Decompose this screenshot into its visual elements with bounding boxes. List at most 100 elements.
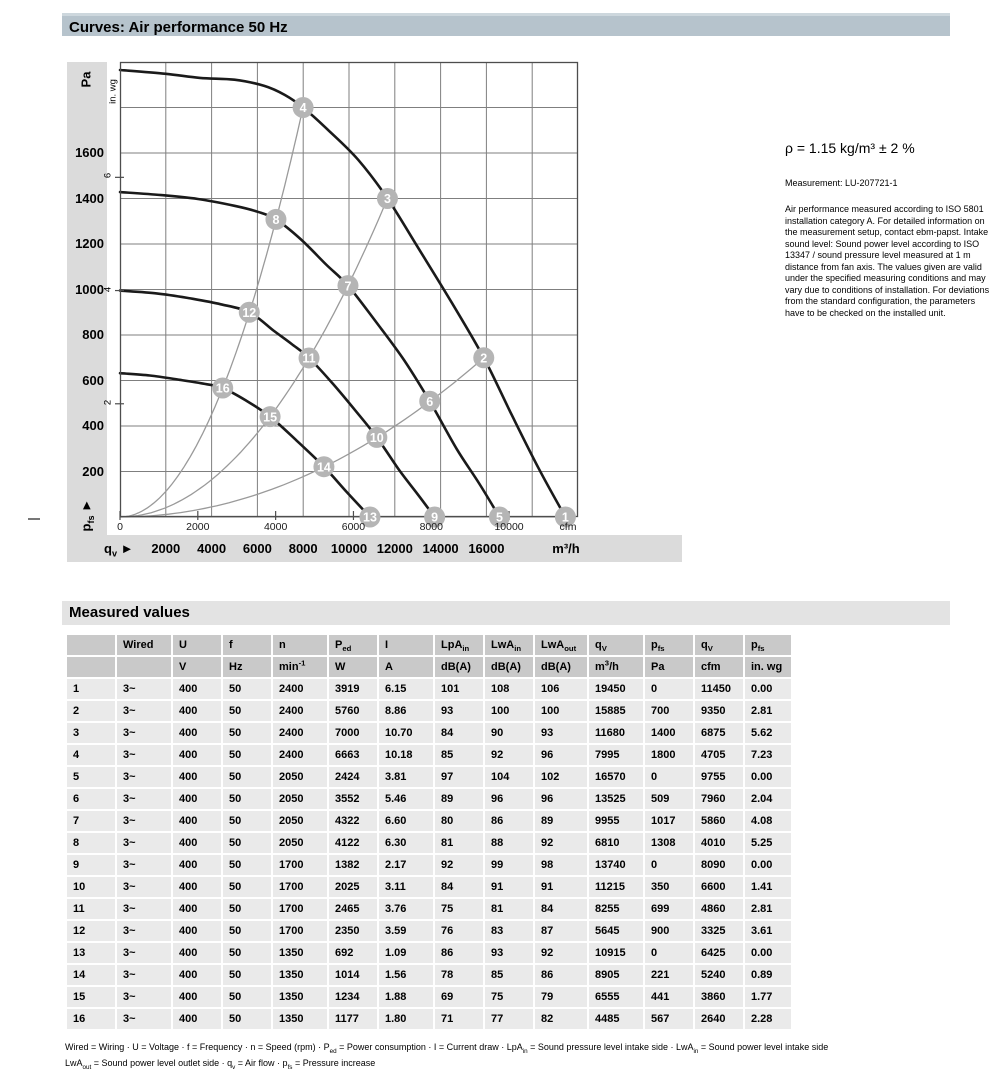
- table-cell: 4322: [329, 811, 377, 831]
- table-cell: 1: [67, 679, 115, 699]
- table-cell: 400: [173, 679, 221, 699]
- table-row: 11 3~ 400 50 1700 2465 3.76 75 81 84 8255 699 4860 2.…: [67, 899, 791, 919]
- table-row: 10 3~ 400 50 1700 2025 3.11 84 91 91 11215 350 6600 1…: [67, 877, 791, 897]
- table-cell: 1350: [273, 943, 327, 963]
- svg-text:15: 15: [263, 410, 277, 424]
- svg-text:11: 11: [302, 352, 315, 366]
- cfm-tick-label: 0: [117, 521, 123, 533]
- unit-cell: Pa: [645, 657, 693, 677]
- table-cell: 2350: [329, 921, 377, 941]
- table-row: 14 3~ 400 50 1350 1014 1.56 78 85 86 8905 221 5240 0.…: [67, 965, 791, 985]
- table-cell: 0.00: [745, 679, 791, 699]
- header-cell: qV: [695, 635, 743, 655]
- inwg-tick-label: 4: [102, 286, 114, 292]
- pa-tick-label: 400: [82, 418, 104, 433]
- table-cell: 50: [223, 723, 271, 743]
- table-cell: 0: [645, 855, 693, 875]
- table-cell: 6663: [329, 745, 377, 765]
- table-cell: 93: [485, 943, 533, 963]
- table-legend-line1: Wired = Wiring · U = Voltage · f = Frequ…: [65, 1042, 829, 1055]
- table-cell: 1.56: [379, 965, 433, 985]
- table-cell: 2.17: [379, 855, 433, 875]
- unit-cell: min-1: [273, 657, 327, 677]
- table-cell: 104: [485, 767, 533, 787]
- table-cell: 93: [535, 723, 587, 743]
- table-cell: 3~: [117, 745, 171, 765]
- table-cell: 8255: [589, 899, 643, 919]
- table-cell: 1.80: [379, 1009, 433, 1029]
- table-cell: 3.76: [379, 899, 433, 919]
- table-cell: 50: [223, 855, 271, 875]
- table-cell: 2050: [273, 811, 327, 831]
- m3h-tick-label: 10000: [330, 541, 368, 556]
- table-cell: 3~: [117, 899, 171, 919]
- unit-cell: A: [379, 657, 433, 677]
- measurement-description: Air performance measured according to IS…: [785, 204, 990, 318]
- table-cell: 19450: [589, 679, 643, 699]
- table-cell: 400: [173, 745, 221, 765]
- table-cell: 99: [485, 855, 533, 875]
- table-cell: 82: [535, 1009, 587, 1029]
- table-cell: 1017: [645, 811, 693, 831]
- table-cell: 2465: [329, 899, 377, 919]
- table-cell: 50: [223, 811, 271, 831]
- unit-cell: in. wg: [745, 657, 791, 677]
- table-cell: 10.18: [379, 745, 433, 765]
- table-cell: 3.59: [379, 921, 433, 941]
- unit-cell: [117, 657, 171, 677]
- table-cell: 3~: [117, 767, 171, 787]
- table-cell: 3.11: [379, 877, 433, 897]
- table-cell: 1350: [273, 987, 327, 1007]
- svg-text:6: 6: [426, 395, 433, 409]
- table-cell: 3~: [117, 1009, 171, 1029]
- table-cell: 16: [67, 1009, 115, 1029]
- table-cell: 2400: [273, 745, 327, 765]
- table-cell: 4: [67, 745, 115, 765]
- operating-point-13: 13: [359, 506, 381, 528]
- header-cell: LwAin: [485, 635, 533, 655]
- table-cell: 84: [435, 877, 483, 897]
- fan-curve-1350-rpm: [118, 371, 372, 519]
- table-cell: 100: [485, 701, 533, 721]
- table-cell: 85: [485, 965, 533, 985]
- m3h-tick-label: 4000: [197, 541, 227, 556]
- table-cell: 400: [173, 789, 221, 809]
- table-cell: 87: [535, 921, 587, 941]
- table-cell: 5860: [695, 811, 743, 831]
- table-cell: 6425: [695, 943, 743, 963]
- table-cell: 50: [223, 899, 271, 919]
- table-cell: 79: [535, 987, 587, 1007]
- table-cell: 71: [435, 1009, 483, 1029]
- table-cell: 84: [535, 899, 587, 919]
- table-cell: 92: [535, 833, 587, 853]
- table-cell: 16570: [589, 767, 643, 787]
- table-row: 13 3~ 400 50 1350 692 1.09 86 93 92 10915 0 6425 0.00: [67, 943, 791, 963]
- operating-point-5: 5: [488, 506, 510, 528]
- table-row: 16 3~ 400 50 1350 1177 1.80 71 77 82 4485 567 2640 2.…: [67, 1009, 791, 1029]
- table-cell: 4010: [695, 833, 743, 853]
- table-cell: 2.04: [745, 789, 791, 809]
- load-curve: [119, 107, 304, 518]
- table-cell: 91: [535, 877, 587, 897]
- operating-point-12: 12: [238, 301, 260, 323]
- header-cell: Ped: [329, 635, 377, 655]
- header-cell: LwAout: [535, 635, 587, 655]
- air-performance-chart: 1 2 3 4 5 6 7 8 9 10 11 12 13 14 15 16 Pa in. wg 1600 1400 1…: [67, 61, 682, 562]
- table-cell: 93: [435, 701, 483, 721]
- table-cell: 1.77: [745, 987, 791, 1007]
- operating-point-16: 16: [212, 377, 234, 399]
- table-row: 3 3~ 400 50 2400 7000 10.70 84 90 93 11680 1400 6875…: [67, 723, 791, 743]
- unit-cell: [67, 657, 115, 677]
- table-cell: 3.81: [379, 767, 433, 787]
- table-cell: 567: [645, 1009, 693, 1029]
- table-cell: 80: [435, 811, 483, 831]
- table-cell: 85: [435, 745, 483, 765]
- table-cell: 7960: [695, 789, 743, 809]
- table-cell: 4122: [329, 833, 377, 853]
- table-cell: 3~: [117, 987, 171, 1007]
- x-axis-title-qv: qv ►: [104, 541, 134, 559]
- table-cell: 6810: [589, 833, 643, 853]
- table-cell: 4860: [695, 899, 743, 919]
